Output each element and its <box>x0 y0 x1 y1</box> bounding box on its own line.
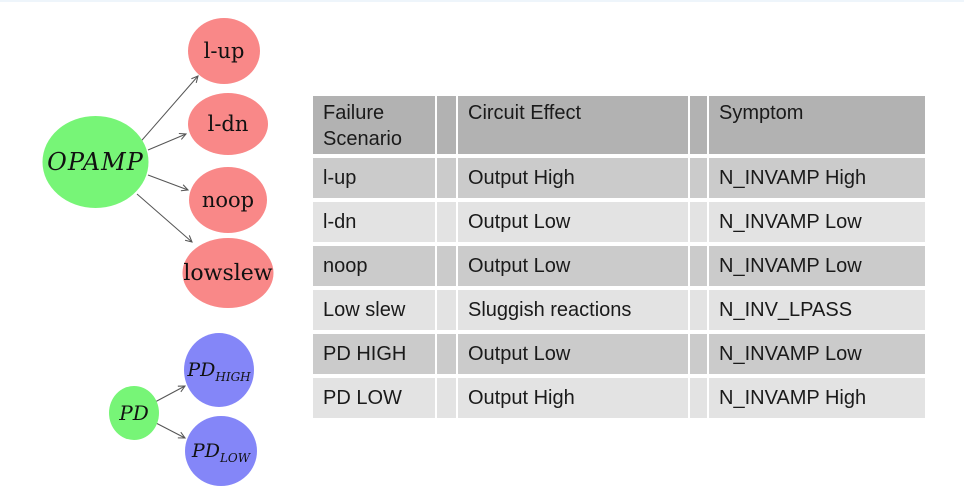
node-opamp-ellipse <box>42 116 149 208</box>
spacer-cell <box>437 334 456 374</box>
top-border-strip <box>0 0 964 2</box>
table-header-row: Failure Scenario Circuit Effect Symptom <box>313 96 925 154</box>
edge-pd-pdhigh <box>154 385 187 403</box>
table-row: PD HIGH Output Low N_INVAMP Low <box>313 334 925 374</box>
header-spacer-cell-1 <box>437 96 456 154</box>
fault-tree-diagram: OPAMP l-up l-dn noop lowslew PD PDHIGH <box>42 18 274 486</box>
node-opamp: OPAMP <box>42 116 149 208</box>
cell-circuit-effect: Sluggish reactions <box>458 290 688 330</box>
spacer-cell <box>690 334 707 374</box>
node-l-up: l-up <box>188 18 260 84</box>
node-pd: PD <box>109 386 159 440</box>
spacer-cell <box>437 290 456 330</box>
node-noop: noop <box>189 167 267 233</box>
spacer-cell <box>690 246 707 286</box>
cell-circuit-effect: Output Low <box>458 202 688 242</box>
spacer-cell <box>437 378 456 418</box>
node-noop-ellipse <box>189 167 267 233</box>
node-pd-high: PDHIGH <box>184 333 254 407</box>
cell-symptom: N_INVAMP High <box>709 378 925 418</box>
cell-failure-scenario: PD LOW <box>313 378 435 418</box>
col-header-symptom: Symptom <box>709 96 925 154</box>
edge-opamp-noop <box>147 174 190 192</box>
table-row: PD LOW Output High N_INVAMP High <box>313 378 925 418</box>
spacer-cell <box>690 202 707 242</box>
header-spacer-cell-2 <box>690 96 707 154</box>
spacer-cell <box>437 246 456 286</box>
node-pd-low-label-base: PD <box>191 440 220 462</box>
node-pd-low-ellipse <box>185 416 257 486</box>
cell-symptom: N_INVAMP Low <box>709 202 925 242</box>
col-header-failure-scenario: Failure Scenario <box>313 96 435 154</box>
spacer-cell <box>690 290 707 330</box>
node-pd-label: PD <box>118 401 149 425</box>
failure-scenario-table: Failure Scenario Circuit Effect Symptom … <box>311 92 927 422</box>
cell-failure-scenario: noop <box>313 246 435 286</box>
col-header-circuit-effect: Circuit Effect <box>458 96 688 154</box>
cell-symptom: N_INVAMP High <box>709 158 925 198</box>
table-row: noop Output Low N_INVAMP Low <box>313 246 925 286</box>
cell-circuit-effect: Output High <box>458 158 688 198</box>
node-pd-low-label: PDLOW <box>191 440 252 465</box>
node-pd-low: PDLOW <box>185 416 257 486</box>
edge-opamp-ldn <box>147 133 188 151</box>
node-l-up-ellipse <box>188 18 260 84</box>
node-noop-label: noop <box>202 188 254 212</box>
table-row: Low slew Sluggish reactions N_INV_LPASS <box>313 290 925 330</box>
cell-circuit-effect: Output Low <box>458 246 688 286</box>
cell-symptom: N_INVAMP Low <box>709 246 925 286</box>
node-l-dn-ellipse <box>188 93 268 155</box>
node-pd-high-label: PDHIGH <box>186 359 251 384</box>
cell-failure-scenario: l-dn <box>313 202 435 242</box>
cell-symptom: N_INVAMP Low <box>709 334 925 374</box>
table-row: l-dn Output Low N_INVAMP Low <box>313 202 925 242</box>
node-lowslew-label: lowslew <box>183 261 272 286</box>
node-pd-low-label-subscript: LOW <box>219 451 252 465</box>
node-pd-high-label-subscript: HIGH <box>214 370 251 384</box>
cell-failure-scenario: Low slew <box>313 290 435 330</box>
node-l-up-label: l-up <box>204 39 245 63</box>
table-row: l-up Output High N_INVAMP High <box>313 158 925 198</box>
tree-edges <box>135 75 199 439</box>
cell-failure-scenario: l-up <box>313 158 435 198</box>
node-l-dn: l-dn <box>188 93 268 155</box>
cell-circuit-effect: Output High <box>458 378 688 418</box>
node-l-dn-label: l-dn <box>208 112 249 136</box>
cell-failure-scenario: PD HIGH <box>313 334 435 374</box>
cell-circuit-effect: Output Low <box>458 334 688 374</box>
node-pd-high-ellipse <box>184 333 254 407</box>
spacer-cell <box>690 158 707 198</box>
spacer-cell <box>437 202 456 242</box>
node-pd-ellipse <box>109 386 159 440</box>
spacer-cell <box>437 158 456 198</box>
node-lowslew: lowslew <box>182 238 274 308</box>
node-opamp-label: OPAMP <box>47 148 144 176</box>
edge-pd-pdlow <box>155 422 187 439</box>
node-pd-high-label-base: PD <box>186 359 215 381</box>
edge-opamp-lup <box>135 75 199 148</box>
edge-opamp-lowslew <box>136 193 193 243</box>
cell-symptom: N_INV_LPASS <box>709 290 925 330</box>
node-lowslew-ellipse <box>182 238 274 308</box>
spacer-cell <box>690 378 707 418</box>
